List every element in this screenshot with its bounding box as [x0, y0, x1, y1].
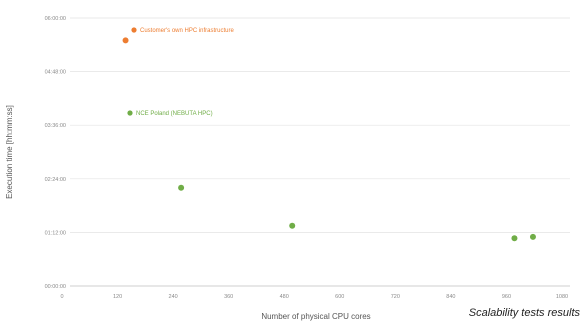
legend-marker — [127, 110, 133, 116]
legend: Customer's own HPC infrastructure NCE Pol… — [127, 27, 235, 117]
x-tick-label: 720 — [391, 294, 400, 300]
x-tick-label: 600 — [335, 294, 344, 300]
gridlines — [70, 17, 570, 287]
y-tick-label: 01:12:00 — [45, 230, 66, 236]
data-points — [122, 37, 536, 242]
x-tick-label: 480 — [280, 294, 289, 300]
figure-caption: Scalability tests results — [468, 307, 580, 319]
data-point-customer-hpc — [122, 37, 129, 44]
y-tick-label: 00:00:00 — [45, 284, 66, 290]
x-tick-label: 240 — [169, 294, 178, 300]
x-tick-label: 960 — [502, 294, 511, 300]
x-tick-label: 840 — [446, 294, 455, 300]
y-tick-label: 02:24:00 — [45, 177, 66, 183]
y-tick-label: 04:48:00 — [45, 70, 66, 76]
data-point-nce-poland — [289, 222, 296, 229]
x-axis-title: Number of physical CPU cores — [261, 312, 370, 321]
x-tick-label: 0 — [60, 294, 63, 300]
y-axis-ticks: 00:00:00 01:12:00 02:24:00 03:36:00 04:48:00… — [45, 16, 66, 290]
legend-marker — [131, 27, 137, 33]
x-axis-ticks: 0 120 240 360 480 600 720 840 960 1080 — [60, 294, 568, 300]
data-point-nce-poland — [511, 235, 518, 242]
x-tick-label: 360 — [224, 294, 233, 300]
data-point-nce-poland — [178, 184, 185, 191]
y-tick-label: 03:36:00 — [45, 123, 66, 129]
y-tick-label: 06:00:00 — [45, 16, 66, 22]
data-point-nce-poland — [529, 233, 536, 240]
x-tick-label: 1080 — [556, 294, 568, 300]
x-tick-label: 120 — [113, 294, 122, 300]
legend-label: NCE Poland (NEBUTA HPC) — [136, 111, 213, 117]
legend-label: Customer's own HPC infrastructure — [140, 28, 235, 34]
y-axis-title: Execution time [hh:mm:ss] — [5, 105, 14, 199]
